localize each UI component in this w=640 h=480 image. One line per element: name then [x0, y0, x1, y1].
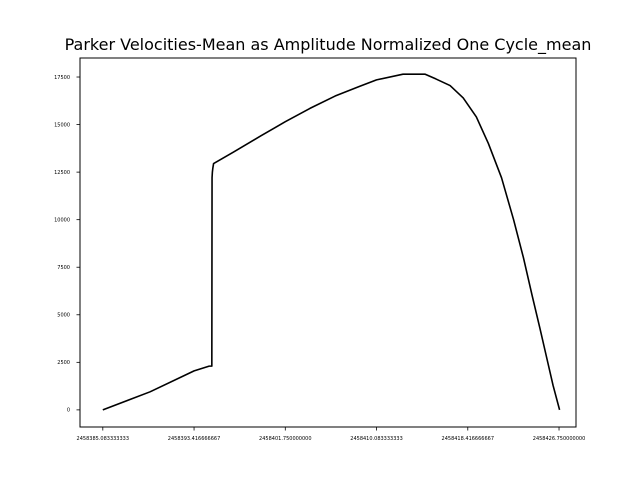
chart-title: Parker Velocities-Mean as Amplitude Norm… — [65, 35, 592, 55]
series-layer — [102, 73, 561, 411]
y-tick-label: 10000 — [54, 217, 70, 223]
y-tick-label: 7500 — [57, 265, 70, 271]
y-tick-label: 12500 — [54, 170, 70, 176]
x-tick-label: 2458426.750000000 — [533, 436, 586, 442]
axes-frame — [79, 57, 577, 428]
series-line — [102, 73, 561, 411]
y-tick-label: 5000 — [57, 313, 70, 319]
y-tick-label: 17500 — [54, 75, 70, 81]
y-tick-label: 15000 — [54, 122, 70, 128]
plot-area: 2458385.083333333 2458393.416666667 245840… — [54, 57, 586, 442]
y-tick-label: 2500 — [57, 360, 70, 366]
y-axis: 0 2500 5000 7500 10000 12500 15000 17500 — [54, 75, 80, 414]
x-tick-label: 2458385.083333333 — [77, 436, 130, 442]
x-tick-label: 2458401.750000000 — [259, 436, 312, 442]
x-tick-label: 2458410.083333333 — [350, 436, 403, 442]
y-tick-label: 0 — [67, 408, 70, 414]
x-tick-label: 2458393.416666667 — [168, 436, 221, 442]
x-axis: 2458385.083333333 2458393.416666667 245840… — [77, 427, 586, 442]
x-tick-label: 2458418.416666667 — [442, 436, 495, 442]
